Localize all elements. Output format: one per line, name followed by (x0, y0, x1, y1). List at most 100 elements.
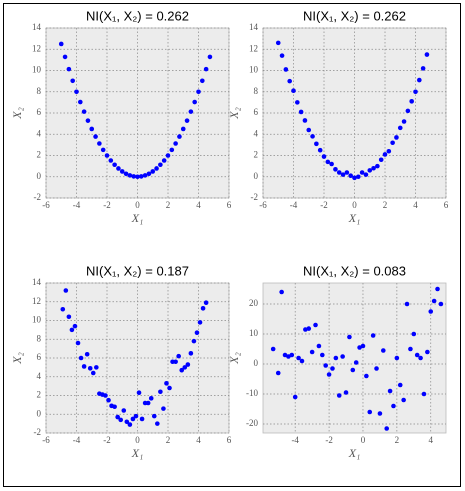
scatter-point (270, 346, 276, 352)
scatter-point (390, 140, 395, 146)
scatter-point (387, 388, 393, 394)
scatter-point (275, 40, 281, 46)
y-tick-label: 12 (32, 43, 41, 53)
scatter-point (306, 326, 312, 331)
scatter-point (70, 78, 75, 84)
scatter-point (116, 166, 121, 171)
scatter-point (106, 397, 111, 403)
x-tick-label: 2 (166, 435, 171, 445)
scatter-point (343, 390, 349, 395)
scatter-point (435, 286, 440, 292)
scatter-point (348, 173, 353, 178)
scatter-point (179, 367, 185, 373)
scatter-point (58, 41, 64, 47)
scatter-point (420, 66, 426, 71)
scatter-point (378, 157, 384, 163)
scatter-point (320, 352, 325, 358)
x-tick-label: 0 (361, 435, 366, 445)
scatter-point (316, 343, 322, 349)
scatter-point (421, 391, 427, 397)
scatter-point (123, 171, 129, 177)
x-tick-label: -2 (325, 435, 333, 445)
scatter-point (118, 417, 124, 423)
scatter-point (408, 346, 413, 352)
scatter-point (97, 141, 102, 146)
y-axis-label: X₂ (10, 352, 24, 365)
scatter-point (306, 127, 312, 133)
scatter-point (299, 358, 305, 364)
scatter-point (347, 334, 352, 340)
scatter-point (90, 370, 96, 376)
scatter-point (340, 172, 346, 177)
scatter-point (161, 406, 166, 411)
y-tick-label: 2 (37, 390, 42, 400)
scatter-point (411, 331, 417, 337)
scatter-point (161, 158, 167, 163)
scatter-point (200, 78, 205, 84)
y-axis-label: X₂ (227, 352, 241, 365)
scatter-point (336, 170, 342, 175)
scatter-point (180, 126, 186, 132)
scatter-point (291, 88, 296, 93)
scatter-point (66, 314, 72, 320)
x-tick-label: 2 (166, 200, 171, 210)
scatter-point (292, 394, 298, 400)
subplot: -6 -4 -2 0 2 4 6 -2 0 2 4 6 8 10 12 14 NI(X₁, X₂) = 0.18… (10, 263, 232, 459)
scatter-point (62, 54, 68, 60)
scatter-point (356, 174, 361, 180)
y-tick-label: 20 (249, 298, 259, 308)
scatter-point (164, 381, 169, 386)
scatter-point (425, 349, 430, 355)
x-axis-label: X₁ (348, 211, 361, 225)
scatter-point (154, 166, 159, 171)
subplot-title: NI(X₁, X₂) = 0.262 (303, 8, 406, 23)
scatter-point (188, 351, 194, 356)
scatter-point (329, 161, 334, 167)
x-tick-label: -2 (103, 200, 111, 210)
scatter-point (124, 419, 130, 425)
scatter-point (135, 174, 140, 180)
scatter-point (397, 382, 403, 388)
subplot-title: NI(X₁, X₂) = 0.262 (86, 8, 189, 23)
scatter-point (151, 413, 157, 419)
scatter-point (279, 53, 285, 58)
scatter-point (298, 109, 304, 115)
scatter-point (279, 289, 284, 295)
y-tick-label: 2 (37, 150, 42, 160)
scatter-point (100, 147, 106, 153)
scatter-point (185, 362, 191, 367)
scatter-point (310, 134, 315, 139)
scatter-point (139, 416, 145, 422)
subplot-title: NI(X₁, X₂) = 0.083 (303, 263, 406, 278)
scatter-point (289, 352, 295, 358)
x-tick-label: -2 (320, 200, 328, 210)
scatter-point (131, 174, 136, 179)
scatter-point (127, 422, 133, 427)
scatter-point (381, 348, 386, 353)
scatter-point (438, 301, 444, 307)
scatter-point (108, 158, 114, 163)
y-tick-label: 2 (254, 150, 259, 160)
scatter-point (158, 389, 163, 395)
scatter-point (89, 126, 95, 132)
scatter-point (287, 78, 292, 84)
y-tick-label: 8 (37, 86, 42, 96)
frame (3, 3, 461, 487)
scatter-point (418, 355, 423, 361)
scatter-point (81, 109, 87, 114)
y-axis-label: X₂ (227, 107, 241, 120)
y-tick-label: 4 (37, 371, 42, 381)
scatter-point (191, 338, 197, 344)
scatter-point (424, 52, 430, 57)
scatter-point (182, 365, 188, 370)
x-tick-label: -4 (291, 435, 299, 445)
scatter-point (283, 67, 289, 72)
x-tick-label: -4 (73, 200, 81, 210)
scatter-point (177, 134, 182, 139)
scatter-point (317, 147, 323, 153)
scatter-point (417, 77, 422, 83)
scatter-point (169, 147, 175, 153)
y-tick-label: 0 (254, 171, 259, 181)
x-tick-label: 6 (227, 435, 232, 445)
